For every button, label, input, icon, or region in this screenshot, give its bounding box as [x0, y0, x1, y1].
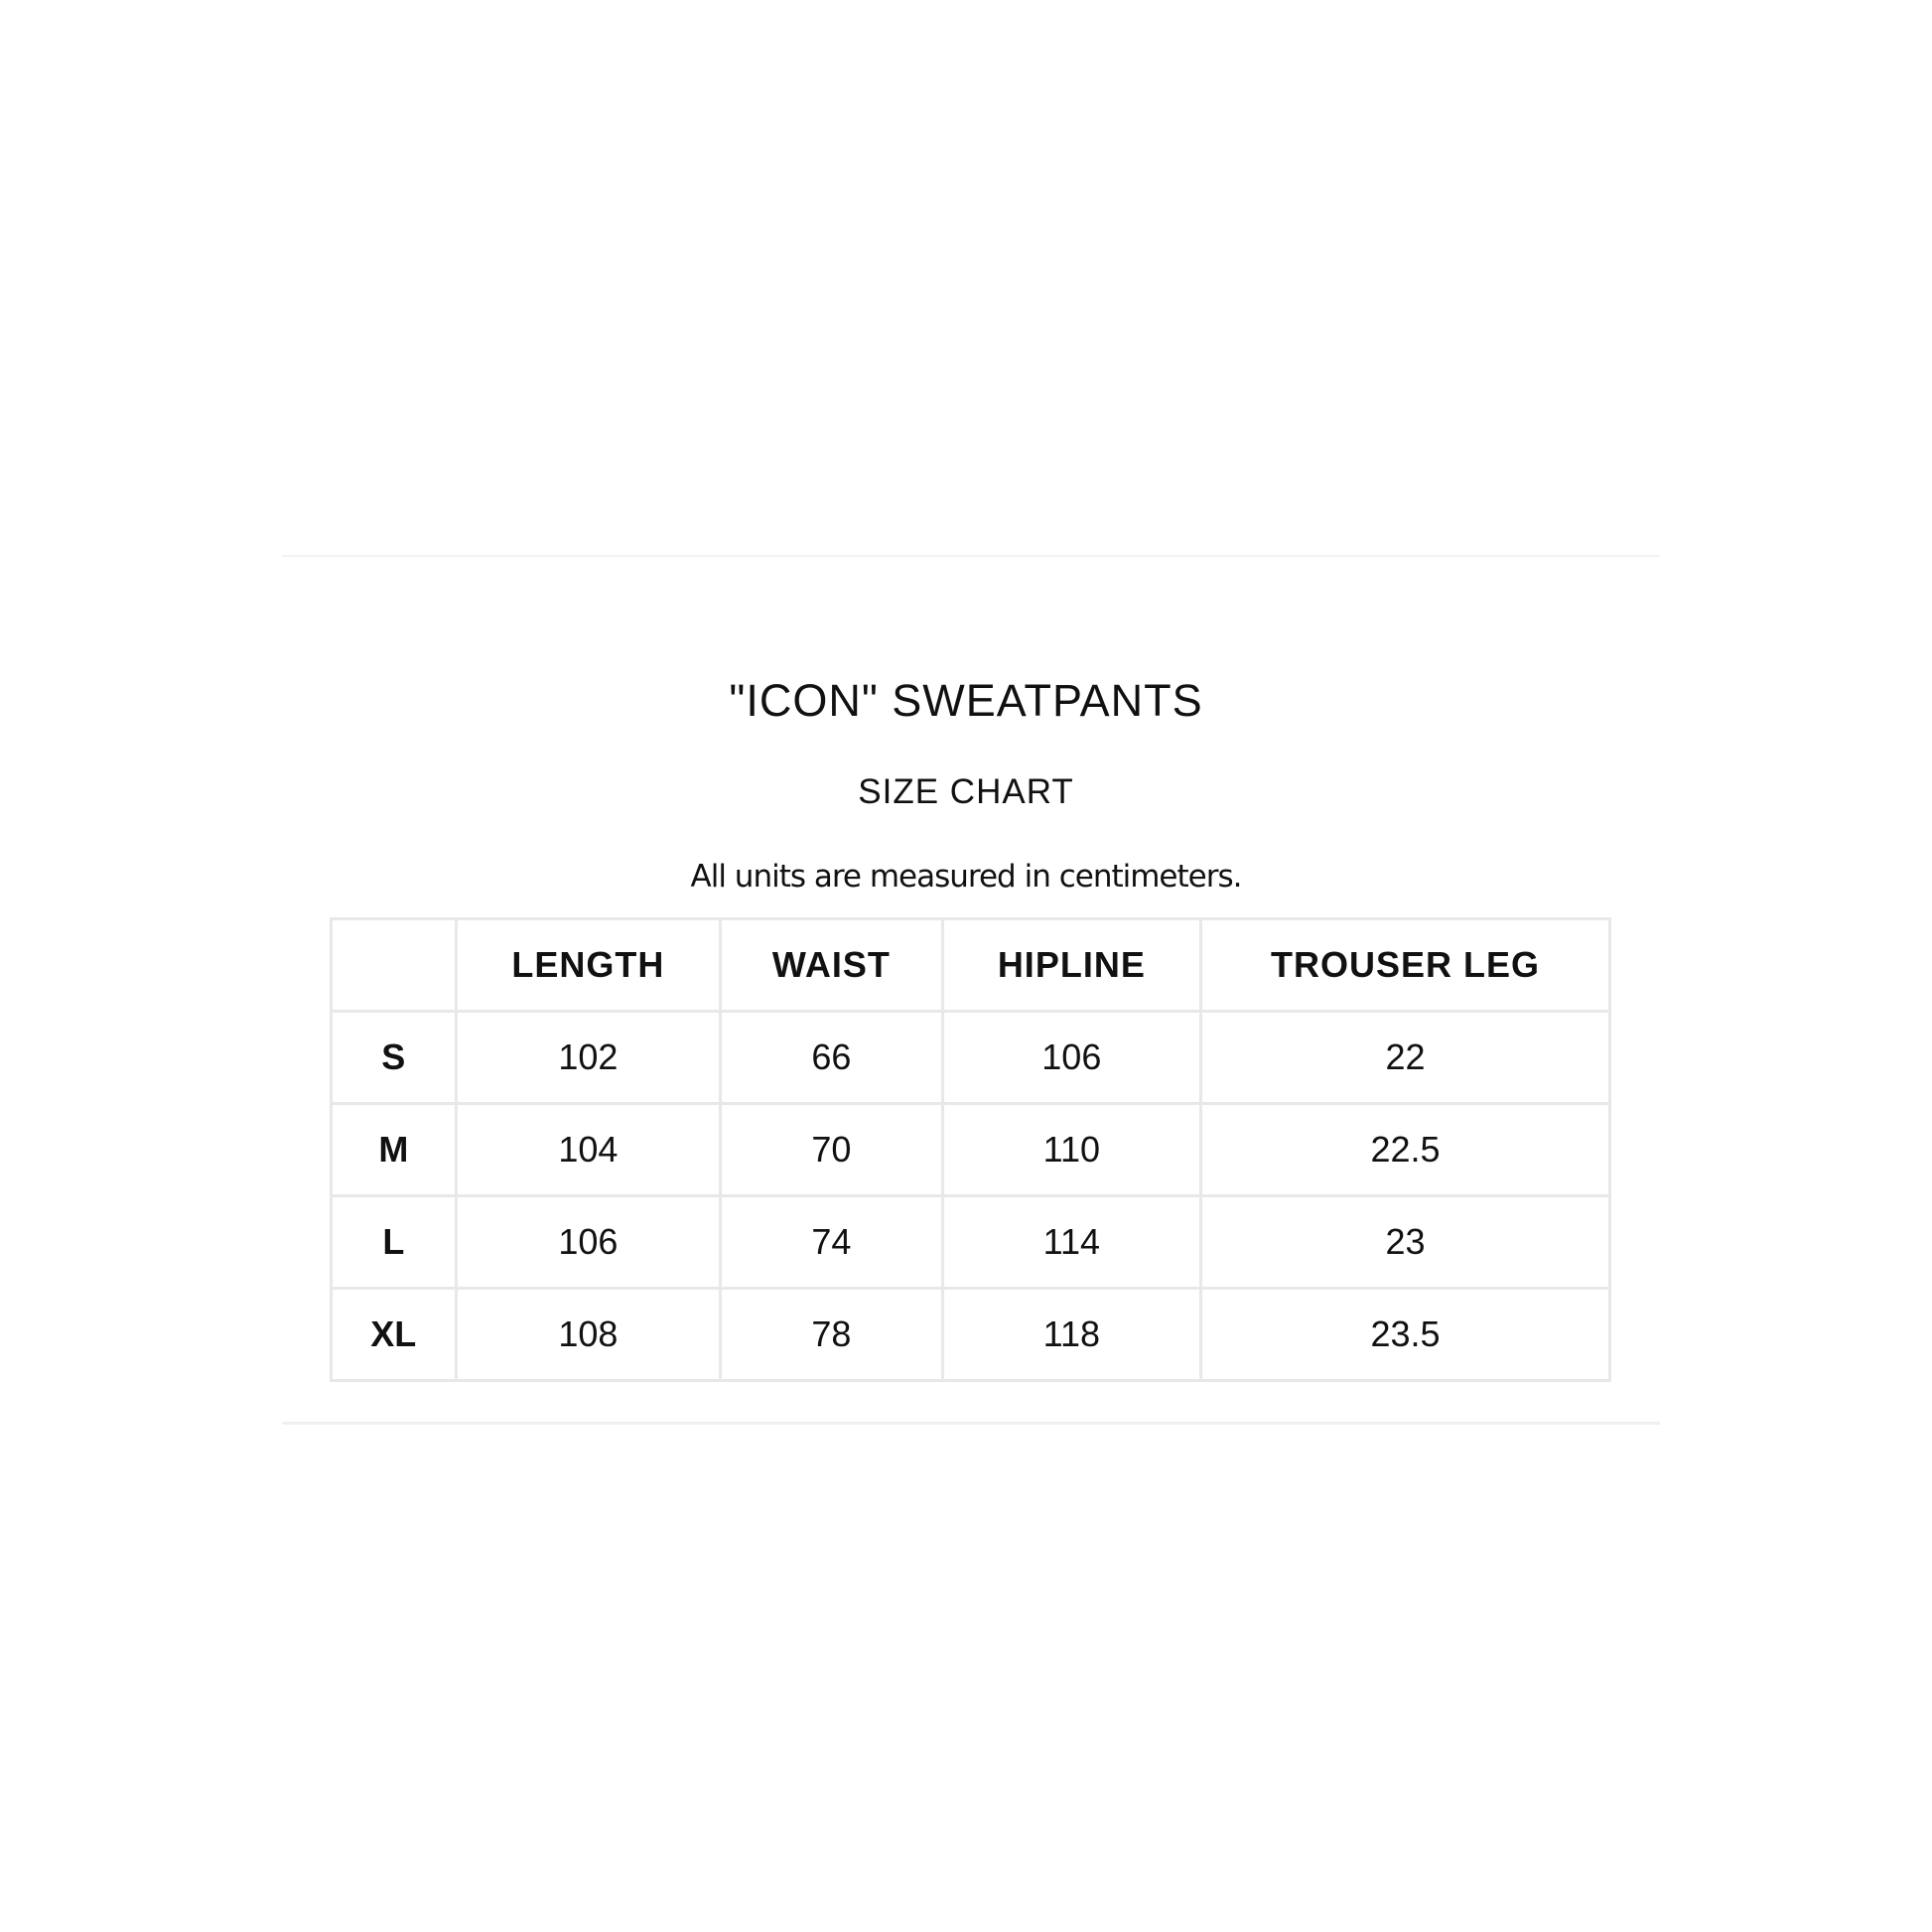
trouser-leg-cell: 23.5 [1199, 1287, 1611, 1382]
hipline-cell: 114 [940, 1194, 1203, 1290]
length-cell: 106 [454, 1194, 723, 1290]
length-cell: 104 [454, 1102, 723, 1197]
header-length: LENGTH [454, 917, 723, 1013]
size-label: XL [330, 1287, 458, 1382]
length-cell: 108 [454, 1287, 723, 1382]
header-trouser-leg: TROUSER LEG [1199, 917, 1611, 1013]
table-row: L 106 74 114 23 [330, 1194, 1611, 1290]
table-row: XL 108 78 118 23.5 [330, 1287, 1611, 1382]
trouser-leg-cell: 23 [1199, 1194, 1611, 1290]
waist-cell: 66 [719, 1010, 944, 1105]
table-row: S 102 66 106 22 [330, 1010, 1611, 1105]
size-label: M [330, 1102, 458, 1197]
size-table: LENGTH WAIST HIPLINE TROUSER LEG S 102 6… [330, 917, 1611, 1382]
trouser-leg-cell: 22.5 [1199, 1102, 1611, 1197]
waist-cell: 74 [719, 1194, 944, 1290]
hipline-cell: 118 [940, 1287, 1203, 1382]
hipline-cell: 106 [940, 1010, 1203, 1105]
size-chart-card [282, 555, 1660, 1425]
header-hipline: HIPLINE [940, 917, 1203, 1013]
length-cell: 102 [454, 1010, 723, 1105]
hipline-cell: 110 [940, 1102, 1203, 1197]
size-chart-heading: SIZE CHART [858, 772, 1074, 811]
size-label: S [330, 1010, 458, 1105]
waist-cell: 78 [719, 1287, 944, 1382]
header-waist: WAIST [719, 917, 944, 1013]
units-note: All units are measured in centimeters. [690, 859, 1243, 895]
product-title: "ICON" SWEATPANTS [729, 675, 1203, 726]
waist-cell: 70 [719, 1102, 944, 1197]
header-cell-empty [330, 917, 458, 1013]
size-label: L [330, 1194, 458, 1290]
trouser-leg-cell: 22 [1199, 1010, 1611, 1105]
table-row: M 104 70 110 22.5 [330, 1102, 1611, 1197]
header-row: LENGTH WAIST HIPLINE TROUSER LEG [330, 917, 1611, 1013]
